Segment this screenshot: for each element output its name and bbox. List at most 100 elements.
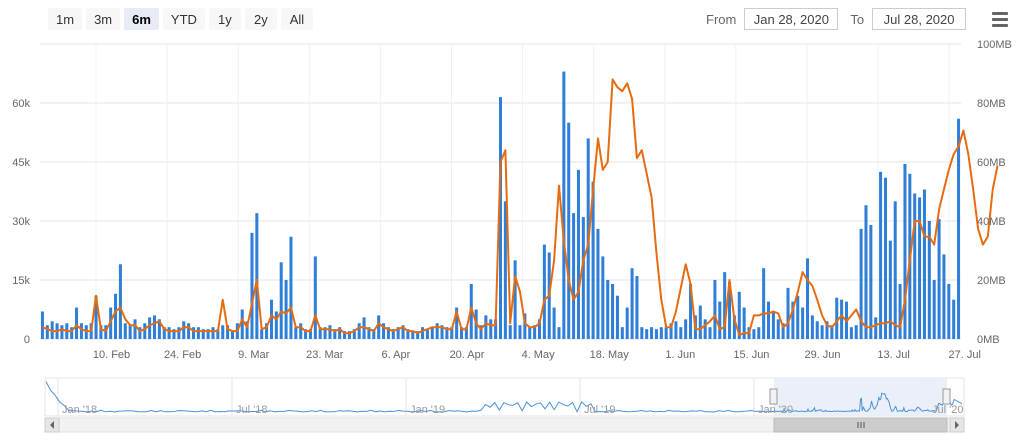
bar[interactable]: [552, 307, 556, 339]
bar[interactable]: [230, 331, 234, 339]
bar[interactable]: [60, 325, 64, 339]
bar[interactable]: [659, 327, 663, 339]
bar[interactable]: [153, 315, 157, 339]
navigator[interactable]: Jan '18 Jul '18 Jan '19 Jul '19 Jan '20 Jul '…: [44, 377, 965, 417]
bar[interactable]: [698, 305, 702, 339]
bar[interactable]: [869, 224, 873, 339]
bar[interactable]: [952, 299, 956, 339]
bar[interactable]: [162, 327, 166, 339]
bar[interactable]: [226, 325, 230, 339]
bar[interactable]: [703, 319, 707, 339]
bar[interactable]: [635, 276, 639, 339]
bar[interactable]: [191, 327, 196, 339]
bar[interactable]: [187, 323, 191, 339]
bar[interactable]: [421, 327, 425, 339]
bar[interactable]: [128, 325, 132, 339]
bar[interactable]: [674, 321, 678, 339]
bar[interactable]: [883, 177, 887, 339]
bar[interactable]: [830, 325, 834, 339]
bar[interactable]: [518, 325, 522, 339]
bar[interactable]: [182, 321, 186, 339]
bar[interactable]: [143, 323, 147, 339]
bar[interactable]: [801, 307, 805, 339]
bar[interactable]: [757, 327, 761, 339]
bar[interactable]: [401, 325, 405, 339]
bar[interactable]: [313, 256, 317, 339]
bar[interactable]: [927, 221, 931, 339]
bar[interactable]: [815, 321, 819, 339]
range-button-ytd[interactable]: YTD: [162, 8, 205, 30]
bar[interactable]: [382, 323, 386, 339]
bar[interactable]: [791, 301, 795, 339]
bar[interactable]: [669, 323, 673, 339]
bar[interactable]: [299, 323, 303, 339]
bar[interactable]: [679, 327, 683, 339]
line-series[interactable]: [42, 78, 999, 337]
bar[interactable]: [416, 331, 420, 339]
bar[interactable]: [947, 283, 951, 339]
navigator-selected-range[interactable]: [774, 378, 947, 416]
bar[interactable]: [762, 268, 766, 339]
bar[interactable]: [849, 327, 853, 339]
bar[interactable]: [94, 295, 98, 339]
bar[interactable]: [562, 71, 566, 339]
bar[interactable]: [645, 329, 649, 339]
bar[interactable]: [148, 317, 152, 339]
bar[interactable]: [957, 118, 961, 339]
bar[interactable]: [728, 281, 732, 339]
bar[interactable]: [533, 325, 537, 339]
bar[interactable]: [664, 327, 668, 339]
bar[interactable]: [786, 287, 790, 339]
bar[interactable]: [937, 219, 941, 339]
bar[interactable]: [406, 329, 410, 339]
bar[interactable]: [323, 327, 327, 339]
bar[interactable]: [274, 311, 278, 339]
range-button-1y[interactable]: 1y: [208, 8, 241, 30]
bar[interactable]: [903, 163, 907, 339]
bar[interactable]: [328, 325, 332, 339]
bar[interactable]: [484, 315, 488, 339]
bar[interactable]: [742, 307, 746, 339]
to-date-input[interactable]: Jul 28, 2020: [872, 8, 967, 30]
bar[interactable]: [498, 97, 503, 339]
bar[interactable]: [133, 319, 137, 339]
range-button-3m[interactable]: 3m: [86, 8, 121, 30]
bar[interactable]: [455, 307, 459, 339]
bar[interactable]: [591, 181, 595, 339]
bar[interactable]: [352, 329, 356, 339]
bar[interactable]: [99, 325, 103, 339]
bar[interactable]: [79, 323, 83, 339]
bar[interactable]: [752, 329, 756, 339]
bar[interactable]: [255, 213, 259, 339]
bar[interactable]: [781, 323, 785, 339]
bar[interactable]: [367, 327, 371, 339]
bar[interactable]: [396, 327, 400, 339]
bar[interactable]: [932, 280, 936, 339]
bar[interactable]: [776, 319, 780, 339]
bar[interactable]: [918, 197, 922, 339]
bar[interactable]: [260, 329, 264, 339]
bar[interactable]: [596, 228, 600, 339]
bar[interactable]: [489, 319, 493, 339]
bar[interactable]: [460, 327, 464, 339]
bar[interactable]: [430, 327, 434, 339]
bar[interactable]: [840, 299, 844, 339]
bar[interactable]: [805, 258, 810, 339]
bar[interactable]: [284, 280, 288, 339]
bar[interactable]: [542, 244, 546, 339]
from-date-input[interactable]: Jan 28, 2020: [744, 8, 839, 30]
bar[interactable]: [265, 323, 269, 339]
bar[interactable]: [440, 325, 444, 339]
bar[interactable]: [864, 205, 868, 339]
bar[interactable]: [810, 315, 814, 339]
bar[interactable]: [708, 327, 712, 339]
bar[interactable]: [640, 327, 644, 339]
bar[interactable]: [620, 327, 624, 339]
bar[interactable]: [479, 325, 483, 339]
bar[interactable]: [922, 189, 926, 339]
bar[interactable]: [513, 260, 517, 339]
bar[interactable]: [372, 329, 376, 339]
bar[interactable]: [445, 327, 449, 339]
bar[interactable]: [630, 268, 634, 339]
bar[interactable]: [450, 327, 454, 339]
